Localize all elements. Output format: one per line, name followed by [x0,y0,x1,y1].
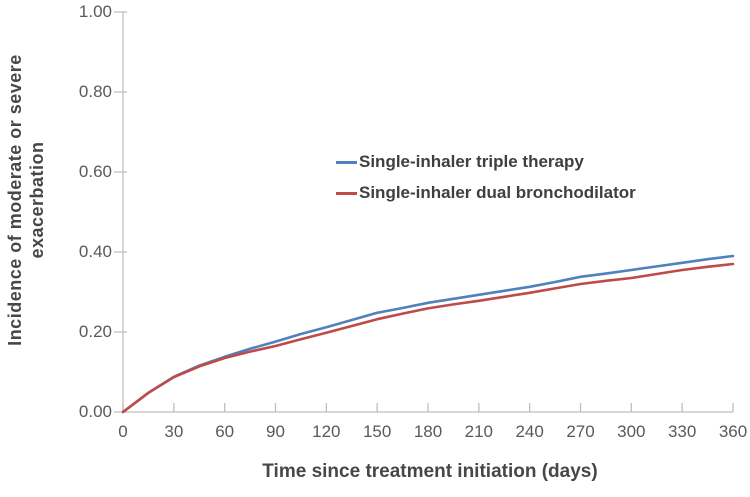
x-tick-label: 0 [118,422,128,441]
y-tick-label: 0.40 [78,242,112,261]
x-tick-label: 120 [312,422,341,441]
y-tick-label: 0.00 [78,402,112,421]
x-tick-label: 300 [617,422,646,441]
x-tick-label: 330 [667,422,697,441]
x-tick-label: 90 [266,422,285,441]
y-tick-label: 0.60 [78,162,112,181]
legend: Single-inhaler triple therapy Single-inh… [336,150,636,212]
y-tick-label: 0.20 [78,322,112,341]
series-line-1 [121,262,735,414]
x-tick-label: 60 [215,422,235,441]
y-tick-label: 0.80 [78,82,112,101]
legend-line-icon [336,160,357,164]
legend-item-dual-bronchodilator: Single-inhaler dual bronchodilator [336,181,636,205]
legend-line-icon [336,191,357,195]
y-axis-title-line1: Incidence of moderate or severe [5,54,25,346]
x-tick-label: 360 [718,422,748,441]
x-tick-label: 240 [515,422,544,441]
legend-label: Single-inhaler triple therapy [359,152,584,171]
x-tick-label: 180 [413,422,443,441]
x-tick-label: 150 [362,422,392,441]
x-tick-label: 210 [464,422,494,441]
x-tick-label: 30 [164,422,184,441]
x-tick-label: 270 [566,422,595,441]
series-line-0 [121,254,735,414]
legend-item-triple-therapy: Single-inhaler triple therapy [336,150,636,174]
legend-label: Single-inhaler dual bronchodilator [359,183,636,202]
y-tick-label: 1.00 [78,2,112,21]
x-axis-title: Time since treatment initiation (days) [262,461,598,482]
